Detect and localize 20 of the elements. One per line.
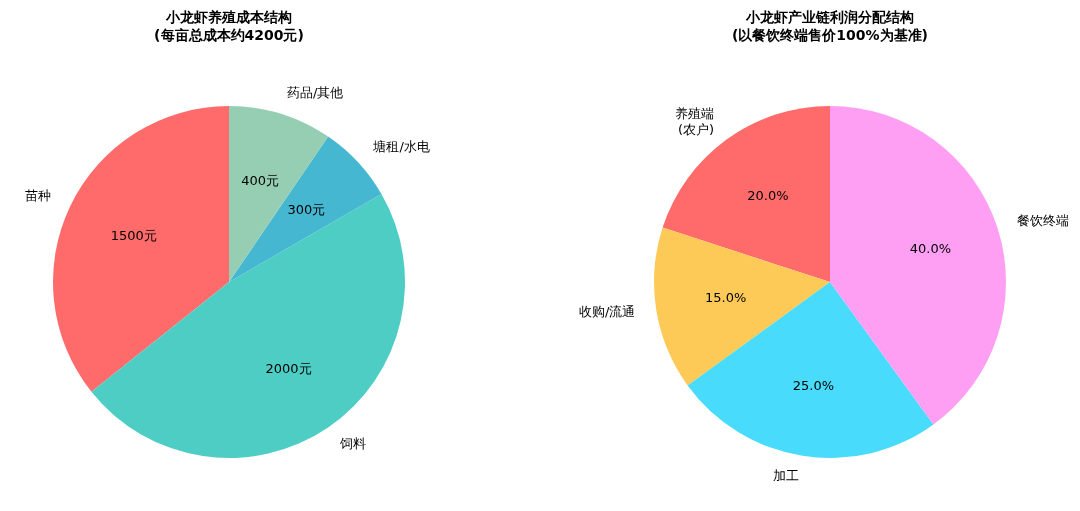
slice-label: 塘租/水电 <box>372 139 430 155</box>
slice-label: 加工 <box>773 468 800 484</box>
data-label: 20.0% <box>747 188 789 204</box>
data-label: 15.0% <box>705 290 747 306</box>
data-label: 300元 <box>287 201 326 217</box>
chart-title: 小龙虾产业链利润分配结构 <box>745 9 914 25</box>
slice-label: 苗种 <box>25 187 52 203</box>
chart-subtitle: (每亩总成本约4200元) <box>154 27 304 43</box>
slice-label: 药品/其他 <box>287 85 344 101</box>
data-label: 25.0% <box>792 377 835 393</box>
slice-label: 饲料 <box>339 436 367 452</box>
data-label: 40.0% <box>909 240 952 256</box>
slice-label: 收购/流通 <box>578 304 636 320</box>
slice-label: 餐饮终端 <box>1017 212 1070 228</box>
chart-title: 小龙虾养殖成本结构 <box>165 9 292 25</box>
chart-subtitle: (以餐饮终端售价100%为基准) <box>731 27 929 43</box>
data-label: 1500元 <box>110 227 157 243</box>
data-label: 400元 <box>241 172 280 188</box>
data-label: 2000元 <box>265 360 312 376</box>
slice-label: 养殖端 (农户) <box>675 106 715 137</box>
